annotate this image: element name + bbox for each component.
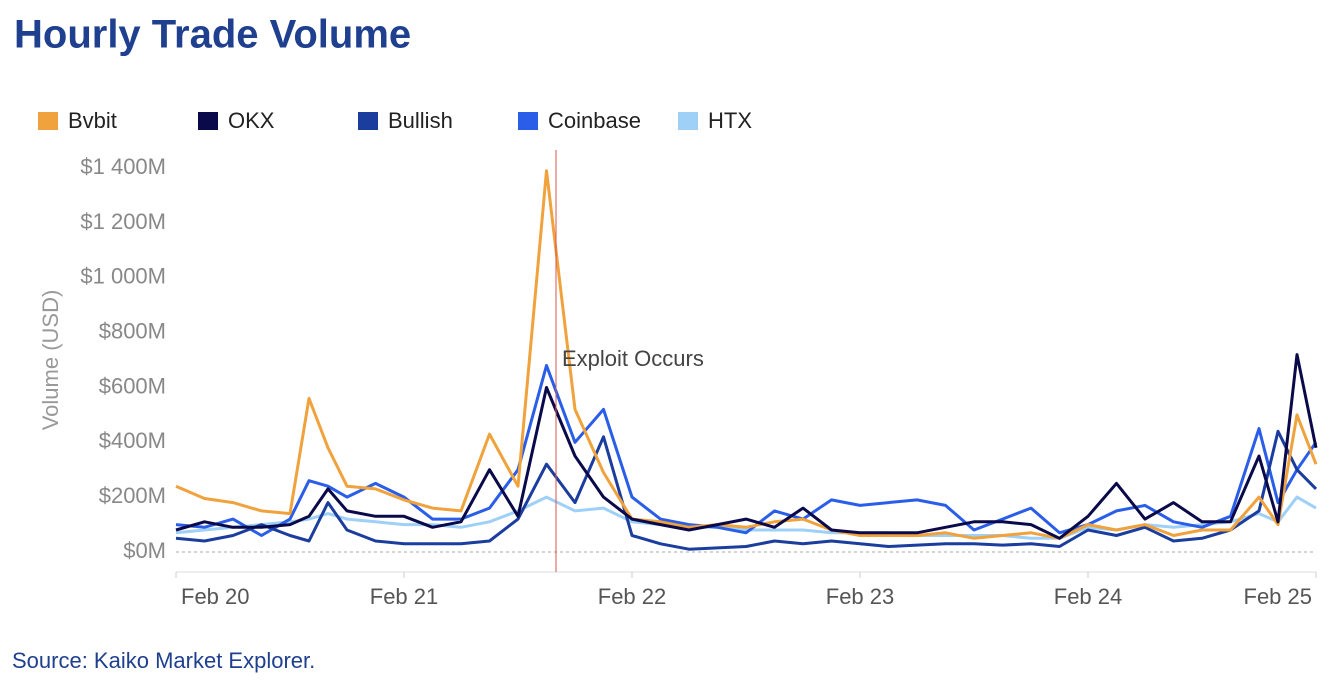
y-tick-label: $400M [99,428,166,453]
y-axis-label: Volume (USD) [38,290,63,431]
series-line [175,169,1318,540]
legend-swatch [198,112,218,130]
y-tick-label: $1 200M [80,209,166,234]
source: Source: Kaiko Market Explorer. [12,648,315,673]
legend-swatch [358,112,378,130]
series-line [175,364,1318,537]
y-tick-label: $1 000M [80,264,166,289]
y-tick-label: $800M [99,318,166,343]
x-tick-label: Feb 21 [370,584,439,609]
legend-label: Bvbit [68,108,117,133]
legend-swatch [38,112,58,130]
legend-label: HTX [708,108,752,133]
y-tick-label: $200M [99,483,166,508]
y-tick-label: $600M [99,373,166,398]
legend-label: OKX [228,108,275,133]
legend-swatch [678,112,698,130]
legend-label: Coinbase [548,108,641,133]
y-tick-label: $1 400M [80,154,166,179]
annotation-text: Exploit Occurs [562,346,704,371]
legend-swatch [518,112,538,130]
y-tick-label: $0M [123,538,166,563]
x-tick-label: Feb 20 [181,584,250,609]
legend-label: Bullish [388,108,453,133]
series-line [175,353,1318,540]
series-line [175,429,1318,551]
x-tick-label: Feb 25 [1244,584,1313,609]
x-tick-label: Feb 24 [1054,584,1123,609]
x-tick-label: Feb 22 [598,584,667,609]
chart-title: Hourly Trade Volume [14,13,411,57]
x-tick-label: Feb 23 [826,584,895,609]
